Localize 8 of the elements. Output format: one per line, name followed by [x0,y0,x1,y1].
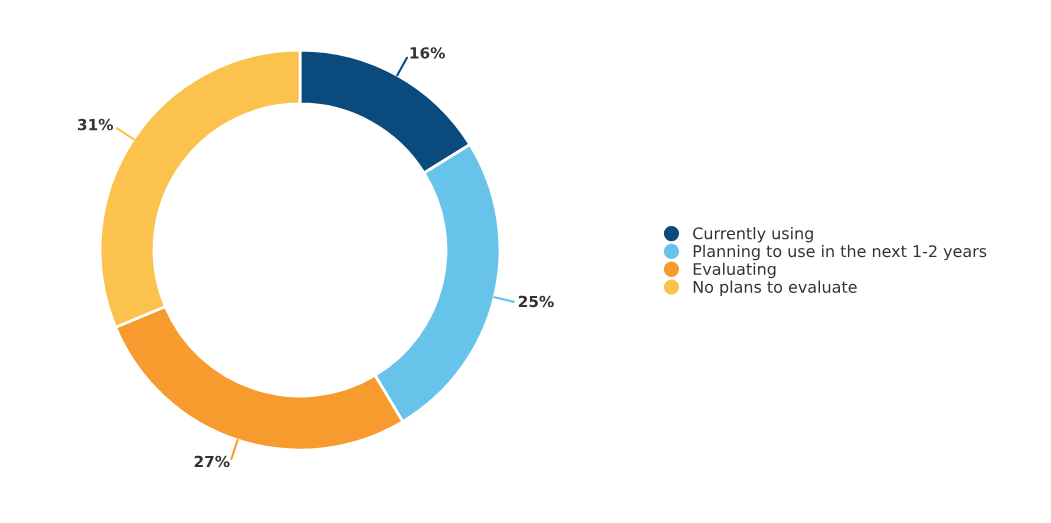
data-label: 16% [410,47,445,59]
legend-label: Planning to use in the next 1-2 years [693,244,987,261]
data-label: 31% [77,118,114,131]
legend-label: Currently using [693,226,813,243]
legend-label: Evaluating [693,262,776,279]
legend-label: No plans to evaluate [693,280,857,297]
data-label: 25% [518,295,554,308]
data-label: 27% [194,455,230,468]
